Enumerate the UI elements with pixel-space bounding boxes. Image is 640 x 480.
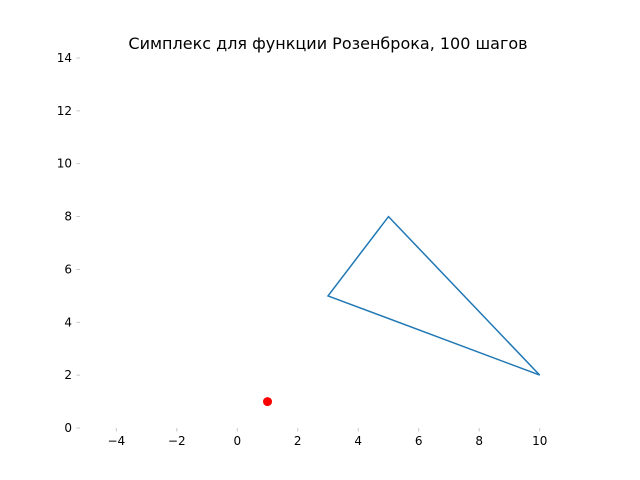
chart-title: Симплекс для функции Розенброка, 100 шаг… [128, 34, 527, 53]
y-tick-label: 8 [64, 210, 72, 224]
x-tick-label: 10 [532, 434, 547, 448]
y-axis: 0 2 4 6 8 10 12 14 [57, 51, 80, 435]
x-tick-label: 0 [233, 434, 241, 448]
y-tick-label: 14 [57, 51, 72, 65]
x-tick-label: 4 [354, 434, 362, 448]
x-tick-label: 6 [415, 434, 423, 448]
y-tick-label: 10 [57, 157, 72, 171]
y-tick-label: 0 [64, 421, 72, 435]
minimum-point [263, 397, 273, 407]
x-tick-label: 8 [475, 434, 483, 448]
x-tick-label: −4 [107, 434, 125, 448]
y-tick-label: 6 [64, 262, 72, 276]
y-tick-label: 2 [64, 368, 72, 382]
y-tick-label: 4 [64, 315, 72, 329]
x-tick-label: 2 [294, 434, 302, 448]
x-axis: −4 −2 0 2 4 6 8 10 [107, 428, 547, 448]
plot-area [263, 215, 541, 407]
y-tick-label: 12 [57, 104, 72, 118]
x-tick-label: −2 [168, 434, 186, 448]
simplex-polygon [326, 215, 541, 376]
